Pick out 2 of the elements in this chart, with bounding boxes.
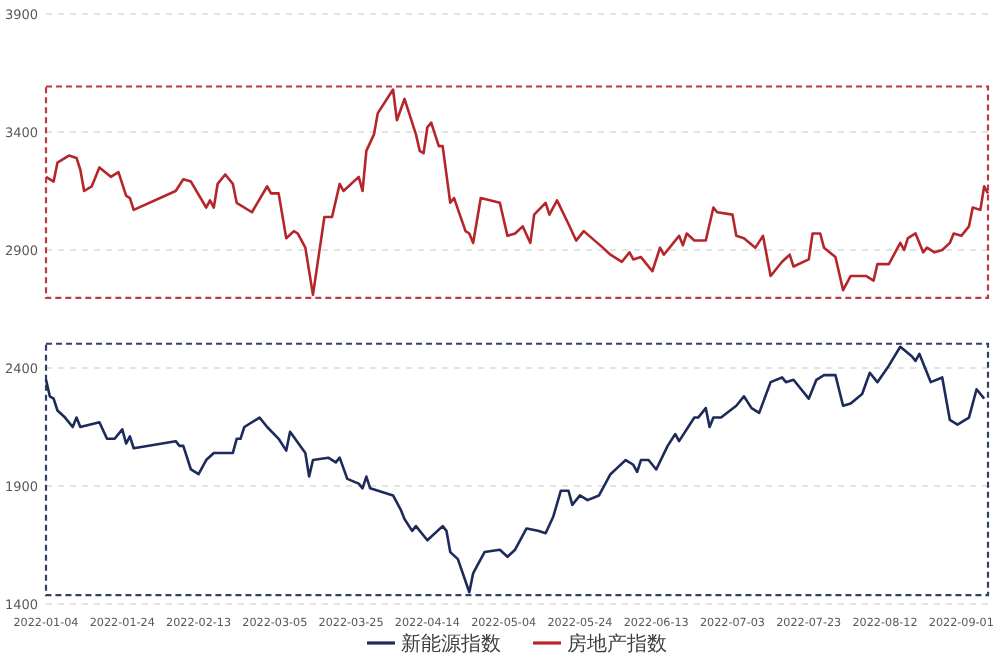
legend-label: 房地产指数: [567, 632, 667, 656]
legend-label: 新能源指数: [401, 632, 501, 656]
